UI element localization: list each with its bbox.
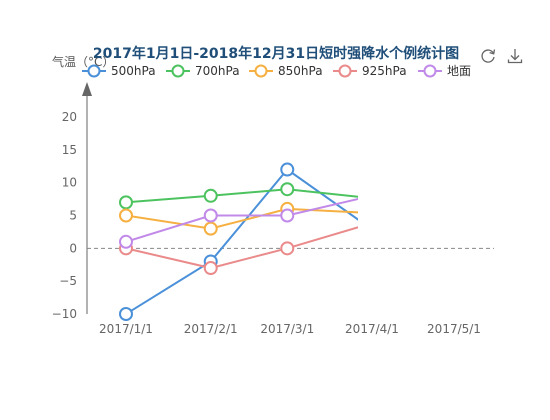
legend-label: 700hPa (195, 64, 240, 78)
axes: −10 −5 0 5 10 15 20 2017/1/1 2017/2/1 2017/3/1 201… (52, 82, 494, 336)
data-point (119, 307, 133, 321)
download-icon (507, 49, 523, 64)
data-point (119, 208, 133, 223)
data-point (203, 208, 218, 223)
series-line (125, 226, 358, 270)
x-tick-label: 2017/1/1 (99, 322, 153, 336)
legend-label: 925hPa (362, 64, 407, 78)
series-0 (119, 162, 358, 321)
legend-item-4: 地面 (418, 64, 471, 78)
data-point (119, 234, 133, 249)
chart-title: 2017年1月1日-2018年12月31日短时强降水个例统计图 (93, 45, 459, 62)
data-point (119, 195, 133, 210)
series-4 (119, 197, 358, 249)
y-axis-title: 气温（°C） (52, 54, 114, 69)
legend-item-1: 700hPa (166, 64, 240, 78)
legend-label: 500hPa (111, 64, 156, 78)
y-tick-label: 5 (69, 209, 77, 223)
y-tick-label: 10 (62, 176, 77, 190)
refresh-icon (481, 49, 496, 63)
legend: 500hPa 700hPa 850hPa 925hPa 地面 (82, 64, 471, 78)
series-line (125, 188, 358, 204)
legend-marker (87, 64, 101, 78)
series-3 (119, 226, 358, 276)
y-tick-label: 20 (62, 110, 77, 124)
refresh-button[interactable] (478, 46, 498, 66)
data-point (280, 182, 295, 197)
download-button[interactable] (505, 46, 525, 66)
legend-item-2: 850hPa (249, 64, 323, 78)
y-tick-label: 15 (62, 143, 77, 157)
y-tick-label: 0 (69, 241, 77, 255)
data-point (280, 241, 295, 256)
series-line (125, 197, 358, 243)
data-point (280, 162, 295, 177)
legend-item-3: 925hPa (333, 64, 407, 78)
data-point (280, 208, 295, 223)
x-tick-label: 2017/5/1 (427, 322, 481, 336)
series-1 (119, 182, 358, 210)
x-tick-label: 2017/2/1 (184, 322, 238, 336)
y-axis-arrow (82, 82, 92, 96)
data-point (203, 188, 218, 203)
y-tick-label: −5 (59, 274, 77, 288)
legend-label: 850hPa (278, 64, 323, 78)
legend-label: 地面 (447, 64, 471, 78)
legend-item-0: 500hPa (82, 64, 156, 78)
series-line (125, 207, 358, 230)
data-point (203, 221, 218, 236)
series-layer (119, 162, 358, 321)
legend-marker (254, 64, 268, 78)
legend-marker (338, 64, 352, 78)
y-tick-label: −10 (52, 307, 77, 321)
data-point (203, 261, 218, 276)
x-tick-label: 2017/4/1 (345, 322, 399, 336)
x-tick-label: 2017/3/1 (260, 322, 314, 336)
legend-marker (171, 64, 185, 78)
legend-marker (423, 64, 437, 78)
